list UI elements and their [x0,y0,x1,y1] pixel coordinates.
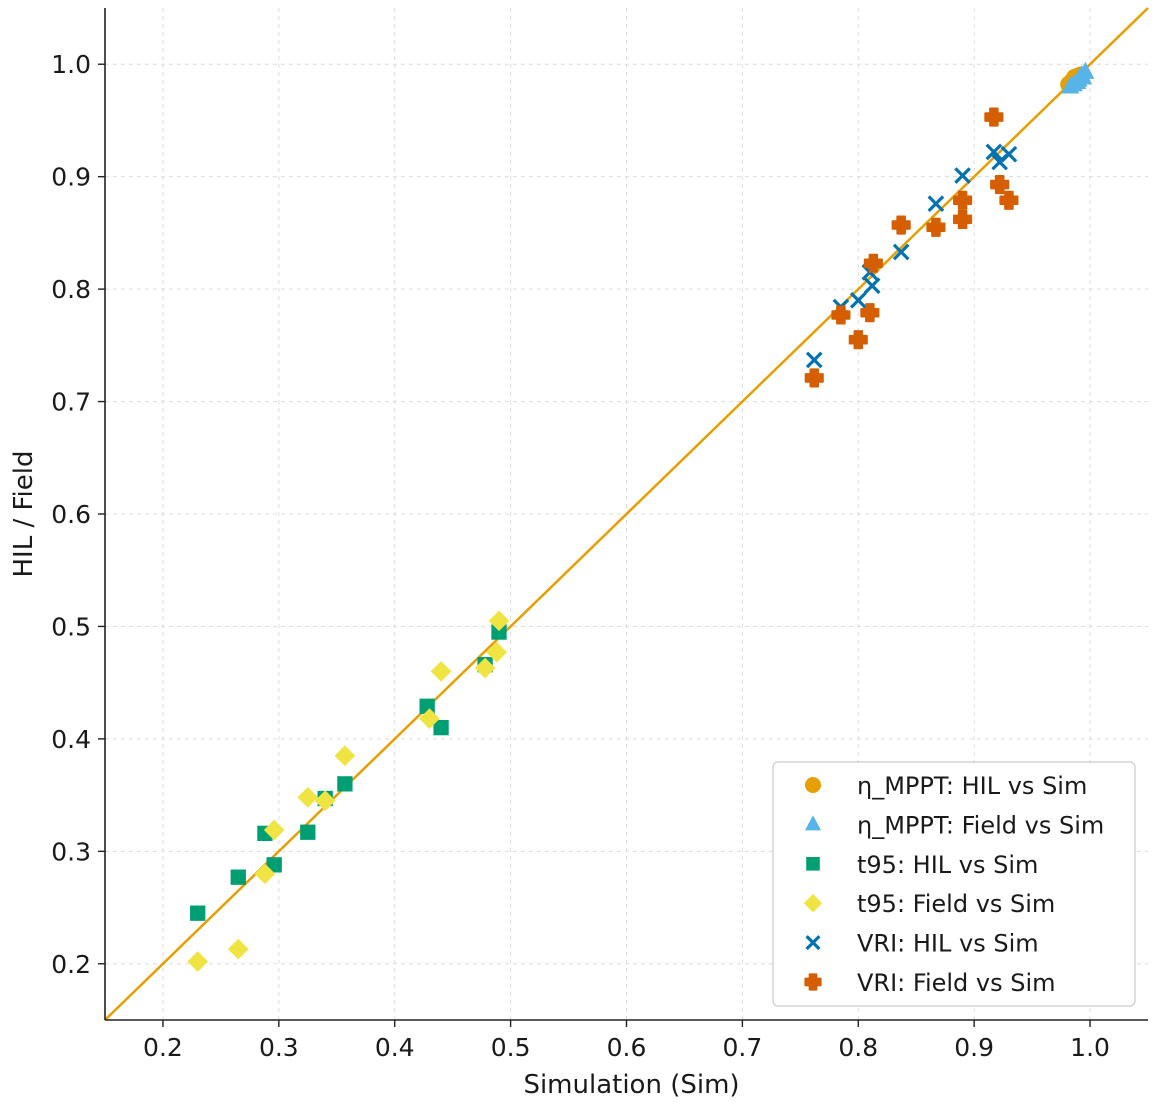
data-point [227,938,249,960]
data-point [300,824,316,840]
x-axis-ticks: 0.2 0.3 0.4 0.5 0.6 0.7 0.8 0.9 1.0 [143,1020,1110,1062]
legend-marker [806,857,820,871]
data-point [263,819,285,841]
legend-entry: VRI: HIL vs Sim [805,930,1039,958]
legend-label: VRI: HIL vs Sim [857,930,1039,958]
legend-entry: η_MPPT: Field vs Sim [805,811,1104,839]
data-point [266,857,282,873]
data-point [805,351,823,369]
legend-marker [805,777,821,793]
x-tick-label: 0.3 [259,1033,299,1062]
x-tick-label: 1.0 [1070,1033,1110,1062]
data-point [486,641,508,663]
y-tick-label: 0.7 [51,388,91,417]
data-point [1000,145,1018,163]
legend-entry: t95: Field vs Sim [803,890,1055,918]
legend-label: η_MPPT: Field vs Sim [857,811,1104,839]
legend-label: VRI: Field vs Sim [857,969,1056,997]
y-tick-label: 0.3 [51,837,91,866]
reference-line-y-equals-x [104,7,1149,1021]
legend-entry: t95: HIL vs Sim [806,851,1038,879]
data-point [953,190,973,210]
data-point [927,195,945,212]
series-4 [805,143,1018,369]
data-point [863,277,881,295]
data-point [831,305,851,325]
legend-marker [805,815,821,831]
legend-label: t95: Field vs Sim [857,890,1055,918]
legend-marker [803,894,823,913]
data-point [1061,76,1080,94]
x-tick-label: 0.4 [375,1033,415,1062]
y-tick-label: 1.0 [51,50,91,79]
data-point [190,905,206,921]
data-point [474,657,496,679]
legend-label: t95: HIL vs Sim [857,851,1038,879]
data-point [999,190,1019,210]
y-tick-label: 0.4 [51,725,91,754]
y-tick-label: 0.5 [51,612,91,641]
data-point [337,776,353,792]
data-point [1074,67,1093,85]
data-point [419,708,440,729]
data-point [433,719,449,736]
data-point [891,215,911,235]
data-point [254,863,276,885]
data-point [954,167,971,184]
x-tick-label: 0.8 [838,1033,878,1062]
data-point [953,209,973,229]
data-point [430,661,452,682]
data-point [230,869,246,885]
data-point [491,624,507,640]
data-point [297,787,319,808]
x-tick-label: 0.6 [607,1033,647,1062]
data-point [863,253,883,273]
data-point [488,610,510,632]
data-point [984,107,1004,127]
data-point [848,330,868,350]
series-1 [1061,61,1095,94]
y-tick-label: 0.9 [51,163,91,192]
data-point [334,745,356,767]
y-axis-ticks: 0.2 0.3 0.4 0.5 0.6 0.7 0.8 0.9 1.0 [51,50,105,979]
legend: η_MPPT: HIL vs Sim η_MPPT: Field vs Sim t9… [772,761,1136,1007]
legend-entry: VRI: Field vs Sim [804,969,1056,997]
y-axis-title: HIL / Field [9,450,39,577]
legend-entry: η_MPPT: HIL vs Sim [805,772,1087,800]
data-point [187,951,209,972]
series-5 [804,107,1019,388]
x-tick-label: 0.9 [954,1033,994,1062]
data-point [804,368,824,388]
data-points [187,61,1095,972]
data-point [926,217,946,237]
y-tick-label: 0.2 [51,950,91,979]
data-point [314,790,336,812]
x-tick-label: 0.5 [491,1033,531,1062]
legend-label: η_MPPT: HIL vs Sim [857,772,1087,800]
legend-marker [805,935,821,951]
x-tick-label: 0.7 [723,1033,763,1062]
legend-marker [804,973,822,991]
series-2 [190,624,507,921]
y-tick-label: 0.6 [51,500,91,529]
x-tick-label: 0.2 [143,1033,183,1062]
data-point [985,143,1003,161]
y-tick-label: 0.8 [51,275,91,304]
data-point [990,174,1010,195]
data-point [860,303,880,323]
x-axis-title: Simulation (Sim) [523,1070,739,1100]
data-point [849,292,867,309]
data-point [892,243,910,261]
legend-box [772,761,1136,1007]
series-3 [187,610,510,972]
